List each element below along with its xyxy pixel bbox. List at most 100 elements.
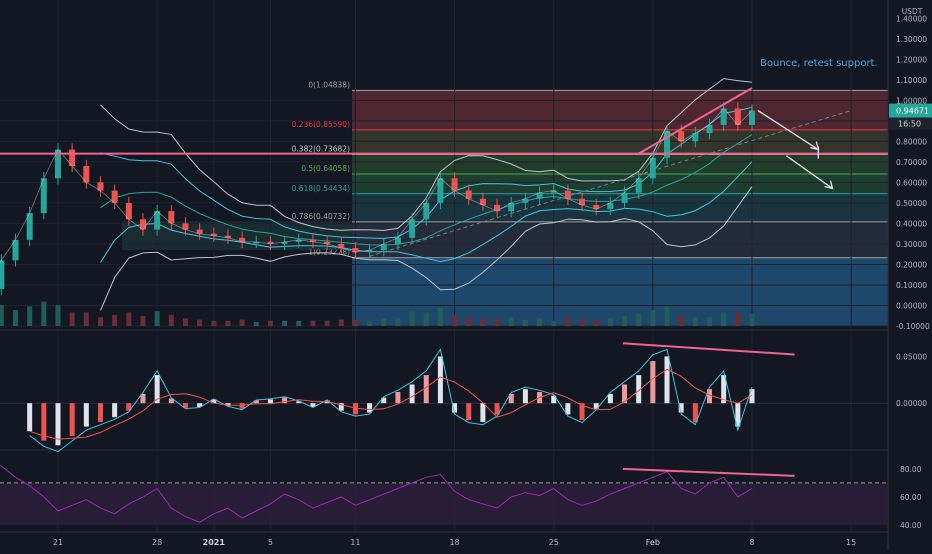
instrument-label: USDT [902, 7, 923, 16]
volume-bar [650, 310, 656, 326]
volume-bar [69, 312, 75, 326]
oscillator-signal-slow [29, 368, 753, 440]
volume-bar [452, 314, 458, 326]
price-candle [309, 239, 316, 242]
fib-zone [352, 193, 888, 222]
fib-zone [352, 154, 888, 175]
time-tick-label: 28 [152, 538, 162, 547]
oscillator-bar [197, 403, 203, 407]
oscillator-bar [338, 403, 344, 411]
price-candle [168, 211, 175, 224]
price-line [0, 107, 753, 264]
volume-bar [338, 319, 344, 326]
volume-bar [395, 318, 401, 326]
time-tick-label: 8 [749, 538, 754, 547]
volume-bar [140, 316, 146, 326]
oscillator-bar [395, 391, 401, 404]
price-candle [550, 190, 557, 193]
band-inner-lower [100, 161, 753, 263]
volume-bar [126, 312, 132, 326]
chart-drawings [0, 87, 888, 257]
oscillator-bar [97, 403, 103, 422]
price-candle [26, 213, 33, 240]
oscillator-bar [239, 403, 245, 409]
price-candle [564, 190, 571, 199]
volume-bar [749, 313, 755, 326]
volume-bar [735, 312, 741, 326]
price-candle [97, 182, 104, 191]
price-candle [607, 202, 614, 210]
rsi-band [0, 482, 888, 525]
volume-bar [83, 312, 89, 326]
fib-level-label: 0.618(0.54434) [292, 184, 350, 193]
volume-bar [607, 318, 613, 326]
forecast-arrow [785, 155, 833, 190]
oscillator-bar [735, 403, 741, 427]
volume-bar [707, 317, 713, 326]
volume-bar [423, 312, 429, 326]
oscillator-bar [664, 356, 670, 404]
price-candle [593, 204, 600, 210]
oscillator-bar [352, 403, 358, 415]
price-candle [394, 237, 401, 244]
volume-bar [253, 322, 259, 326]
price-tick-label: 1.10000 [896, 76, 927, 85]
gridlines [0, 0, 889, 550]
price-candle [536, 192, 543, 199]
price-candle [692, 133, 699, 142]
oscillator-bar [466, 403, 472, 421]
oscillator-signal-fast [29, 348, 753, 453]
volume-bar [168, 314, 174, 326]
oscillator-bar [678, 403, 684, 413]
volume-bar [310, 320, 316, 326]
oscillator-divergence-line [622, 342, 795, 356]
price-candle [664, 131, 671, 158]
price-candle [494, 204, 501, 212]
fib-zone [352, 221, 888, 258]
oscillator-bar [381, 397, 387, 404]
oscillator-bar [367, 403, 373, 413]
oscillator-bar [211, 399, 217, 404]
price-tick-label: 1.40000 [896, 14, 927, 23]
price-candle [678, 131, 685, 142]
time-tick-label: 11 [350, 538, 360, 547]
price-tag-label: 0.94671 [896, 107, 929, 116]
price-tick-label: 0.60000 [896, 178, 927, 187]
oscillator-bar [522, 389, 528, 404]
oscillator-bar [692, 403, 698, 422]
oscillator-bar [593, 403, 599, 409]
oscillator-bar [508, 393, 514, 404]
price-candle [182, 223, 189, 230]
price-candle [423, 202, 430, 220]
countdown-box [889, 117, 932, 130]
time-tick-label: 2021 [203, 538, 226, 547]
oscillator-bar [154, 375, 160, 404]
time-tick-label: 25 [549, 538, 559, 547]
volume-bar [267, 320, 273, 326]
price-tick-label: 0.70000 [896, 158, 927, 167]
volume-bar [721, 312, 727, 326]
price-candle [210, 233, 217, 236]
price-tick-label: 0.00000 [896, 301, 927, 310]
volume-bar [622, 316, 628, 326]
price-tick-label: 0.30000 [896, 240, 927, 249]
price-candle [154, 211, 161, 230]
time-tick-label: 21 [53, 538, 63, 547]
volume-bar [13, 310, 19, 326]
fib-level-label: 1(0.23278) [308, 248, 350, 257]
oscillator-bar [494, 403, 500, 415]
volume-bar [352, 319, 358, 326]
price-candle [649, 157, 656, 179]
price-candle [83, 165, 90, 183]
oscillator-bar [168, 398, 174, 404]
volume-bar [0, 305, 4, 326]
volume-bar [324, 320, 330, 326]
oscillator-bar [749, 389, 755, 404]
volume-bar [537, 318, 543, 326]
volume-bar [579, 318, 585, 326]
rising-wedge-line [638, 87, 753, 155]
price-candle [409, 219, 416, 238]
oscillator-bar [267, 399, 273, 404]
